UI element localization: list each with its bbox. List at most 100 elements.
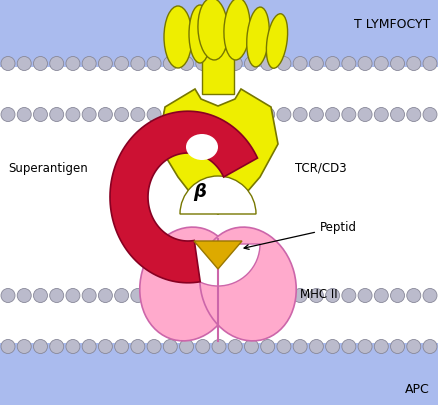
- Polygon shape: [110, 112, 258, 283]
- Ellipse shape: [247, 8, 269, 68]
- Circle shape: [17, 289, 31, 303]
- Circle shape: [261, 108, 275, 122]
- Circle shape: [325, 289, 339, 303]
- Circle shape: [342, 340, 356, 354]
- Circle shape: [407, 58, 421, 71]
- Circle shape: [293, 289, 307, 303]
- Circle shape: [99, 289, 113, 303]
- Circle shape: [66, 108, 80, 122]
- Circle shape: [1, 289, 15, 303]
- Circle shape: [277, 58, 291, 71]
- Circle shape: [180, 340, 194, 354]
- Circle shape: [244, 340, 258, 354]
- Circle shape: [374, 108, 389, 122]
- Ellipse shape: [198, 0, 228, 61]
- Circle shape: [212, 58, 226, 71]
- Circle shape: [342, 108, 356, 122]
- Circle shape: [66, 340, 80, 354]
- Circle shape: [131, 58, 145, 71]
- Circle shape: [342, 289, 356, 303]
- Bar: [202, 50, 234, 95]
- Circle shape: [358, 58, 372, 71]
- Wedge shape: [176, 244, 260, 286]
- Circle shape: [99, 108, 113, 122]
- Bar: [0, 319, 438, 405]
- Circle shape: [17, 58, 31, 71]
- Circle shape: [99, 58, 113, 71]
- Circle shape: [180, 108, 194, 122]
- Polygon shape: [158, 90, 278, 215]
- Text: Peptid: Peptid: [244, 221, 357, 250]
- Circle shape: [196, 340, 210, 354]
- Circle shape: [358, 289, 372, 303]
- Circle shape: [147, 289, 161, 303]
- Circle shape: [244, 58, 258, 71]
- Circle shape: [244, 289, 258, 303]
- Ellipse shape: [164, 7, 192, 69]
- Text: TCR/CD3: TCR/CD3: [295, 161, 346, 174]
- Circle shape: [66, 58, 80, 71]
- Circle shape: [309, 340, 323, 354]
- Circle shape: [1, 108, 15, 122]
- Circle shape: [391, 58, 405, 71]
- Circle shape: [228, 289, 242, 303]
- Circle shape: [325, 108, 339, 122]
- Circle shape: [228, 58, 242, 71]
- Circle shape: [49, 108, 64, 122]
- Circle shape: [407, 340, 421, 354]
- Circle shape: [131, 340, 145, 354]
- Circle shape: [228, 108, 242, 122]
- Circle shape: [82, 58, 96, 71]
- Circle shape: [82, 108, 96, 122]
- Text: β: β: [194, 183, 206, 200]
- Circle shape: [196, 58, 210, 71]
- Circle shape: [407, 289, 421, 303]
- Ellipse shape: [189, 6, 211, 64]
- Circle shape: [115, 58, 129, 71]
- Circle shape: [277, 108, 291, 122]
- Circle shape: [49, 58, 64, 71]
- Text: APC: APC: [405, 382, 430, 395]
- Circle shape: [261, 340, 275, 354]
- Circle shape: [374, 340, 389, 354]
- Circle shape: [277, 289, 291, 303]
- Text: T LYMFOCYT: T LYMFOCYT: [353, 18, 430, 31]
- Circle shape: [17, 108, 31, 122]
- Circle shape: [115, 289, 129, 303]
- Circle shape: [244, 108, 258, 122]
- Wedge shape: [180, 177, 256, 215]
- Ellipse shape: [200, 228, 296, 341]
- Circle shape: [293, 108, 307, 122]
- Circle shape: [82, 340, 96, 354]
- Circle shape: [325, 58, 339, 71]
- Circle shape: [212, 108, 226, 122]
- Circle shape: [391, 340, 405, 354]
- Ellipse shape: [186, 135, 218, 161]
- Circle shape: [293, 58, 307, 71]
- Circle shape: [212, 340, 226, 354]
- Circle shape: [391, 289, 405, 303]
- Circle shape: [374, 58, 389, 71]
- Circle shape: [82, 289, 96, 303]
- Bar: [0, 90, 438, 319]
- Ellipse shape: [140, 228, 236, 341]
- Circle shape: [196, 108, 210, 122]
- Circle shape: [358, 108, 372, 122]
- Circle shape: [163, 108, 177, 122]
- Circle shape: [180, 289, 194, 303]
- Circle shape: [115, 340, 129, 354]
- Circle shape: [423, 340, 437, 354]
- Text: MHC II: MHC II: [300, 288, 338, 301]
- Ellipse shape: [266, 15, 288, 69]
- Circle shape: [163, 58, 177, 71]
- Circle shape: [423, 289, 437, 303]
- Circle shape: [423, 108, 437, 122]
- Ellipse shape: [224, 0, 250, 61]
- Circle shape: [99, 340, 113, 354]
- Circle shape: [163, 340, 177, 354]
- Circle shape: [228, 340, 242, 354]
- Circle shape: [49, 340, 64, 354]
- Circle shape: [33, 108, 47, 122]
- Circle shape: [212, 289, 226, 303]
- Circle shape: [131, 108, 145, 122]
